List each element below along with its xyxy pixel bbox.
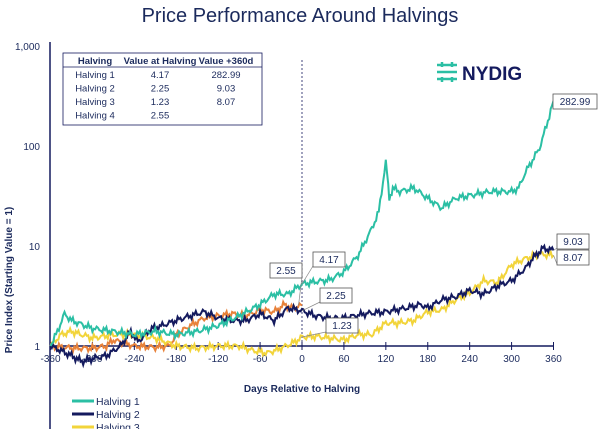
data-label: 1.23 [332,321,352,332]
table-cell: 2.55 [151,111,170,122]
callout-leader [553,255,558,265]
x-tick-label: -60 [253,354,268,365]
table-cell: Halving 2 [75,84,115,95]
callout-box [269,262,303,279]
x-tick-label: 360 [545,354,562,365]
nydig-logo-icon [437,62,457,82]
y-tick-label: 1,000 [15,42,40,53]
data-label: 4.17 [319,255,339,266]
callout-leader [301,265,314,285]
brand-name: NYDIG [462,64,522,85]
x-tick-label: 120 [377,354,394,365]
x-tick-label: 240 [461,354,478,365]
callout-box [319,287,353,304]
nydig-logo: NYDIG [437,62,522,85]
callout-leader [301,331,327,338]
x-tick-label: 60 [338,354,350,365]
x-tick-label: -360 [40,354,60,365]
table-cell: 282.99 [211,70,240,81]
x-tick-label: 0 [299,354,305,365]
summary-table [62,52,263,126]
data-label: 2.25 [326,291,346,302]
table-header: Halving [78,56,113,67]
table-cell: 1.23 [151,97,170,108]
x-tick-label: -180 [166,354,186,365]
legend-label: Halving 1 [96,396,140,408]
data-label: 9.03 [563,237,583,248]
callout-box [312,251,346,268]
data-label: 282.99 [560,97,591,108]
table-header: Value +360d [199,56,254,67]
callout-leader [553,247,558,251]
x-tick-label: -240 [124,354,144,365]
y-tick-label: 10 [29,242,41,253]
table-cell: 4.17 [151,70,170,81]
table-cell: Halving 4 [75,111,115,122]
table-header: Value at Halving [124,56,197,67]
chart-title: Price Performance Around Halvings [142,5,459,27]
y-axis-label: Price Index (Starting Value = 1) [4,207,15,353]
x-tick-label: -120 [208,354,228,365]
y-tick-label: 100 [23,142,40,153]
x-tick-label: 300 [503,354,520,365]
callout-leader [298,276,303,306]
table-cell: 8.07 [217,97,236,108]
y-tick-label: 1 [34,342,40,353]
x-axis-label: Days Relative to Halving [244,384,360,395]
callout-leader [301,301,321,312]
data-label: 8.07 [563,253,583,264]
table-cell: 9.03 [217,84,236,95]
table-cell: Halving 3 [75,97,115,108]
legend-label: Halving 3 [96,422,140,429]
table-cell: Halving 1 [75,70,115,81]
legend-label: Halving 2 [96,409,140,421]
callout-box [556,233,590,250]
x-tick-label: 180 [419,354,436,365]
callout-box [552,93,598,110]
callout-box [325,317,359,334]
table-cell: 2.25 [151,84,170,95]
callout-box [556,249,590,266]
data-label: 2.55 [276,266,296,277]
